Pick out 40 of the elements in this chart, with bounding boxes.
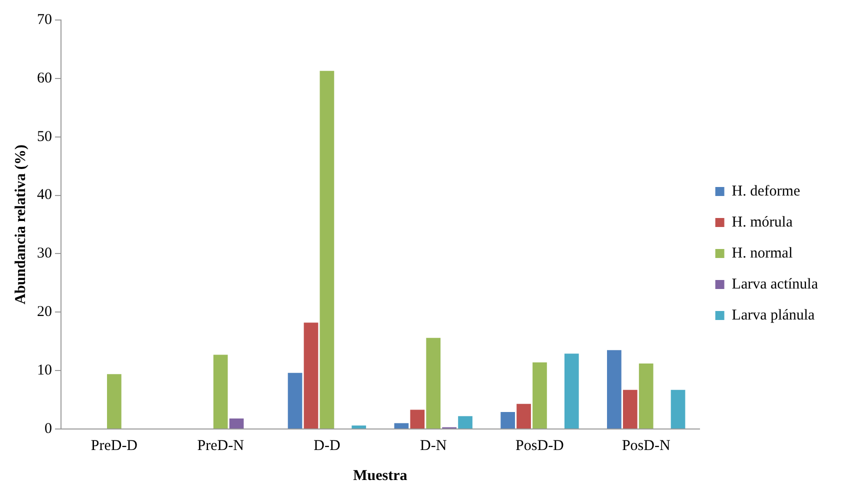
bar	[516, 404, 531, 428]
y-axis-title: Abundancia relativa (%)	[12, 144, 29, 304]
x-tick-label: PosD-D	[516, 438, 564, 454]
y-tick-label: 70	[37, 12, 52, 28]
x-tick-label: D-D	[314, 438, 340, 454]
bar	[229, 418, 244, 428]
x-axis-title: Muestra	[353, 468, 408, 484]
legend-label: H. normal	[732, 245, 793, 262]
y-tick-label: 0	[44, 420, 52, 437]
legend-label: Larva actínula	[732, 276, 818, 292]
bar	[394, 423, 409, 428]
bar	[213, 354, 228, 428]
bar	[458, 416, 472, 428]
bar	[670, 390, 686, 428]
bar	[304, 322, 318, 428]
legend-label: H. mórula	[732, 214, 793, 230]
bar	[288, 372, 302, 428]
bar	[532, 362, 547, 428]
bar	[352, 425, 366, 428]
y-tick-label: 20	[37, 304, 52, 320]
bar	[426, 338, 441, 428]
legend-label: Larva plánula	[732, 307, 816, 324]
y-tick-label: 60	[37, 70, 52, 86]
bar	[500, 412, 515, 428]
x-tick-label: D-N	[420, 438, 447, 454]
bar	[564, 354, 579, 428]
bar	[607, 350, 622, 428]
bar	[622, 390, 638, 428]
x-tick-label: PreD-D	[90, 438, 138, 454]
bar	[638, 364, 654, 428]
y-tick-label: 50	[37, 128, 52, 145]
x-tick-label: PreD-N	[197, 438, 244, 454]
legend-label: H. deforme	[732, 183, 800, 200]
x-tick-label: PosD-N	[622, 438, 670, 454]
bar	[320, 70, 334, 428]
y-tick-label: 40	[37, 187, 52, 204]
bar	[410, 410, 425, 428]
y-tick-label: 10	[37, 362, 52, 379]
bar	[107, 374, 122, 428]
y-tick-label: 30	[37, 246, 52, 262]
